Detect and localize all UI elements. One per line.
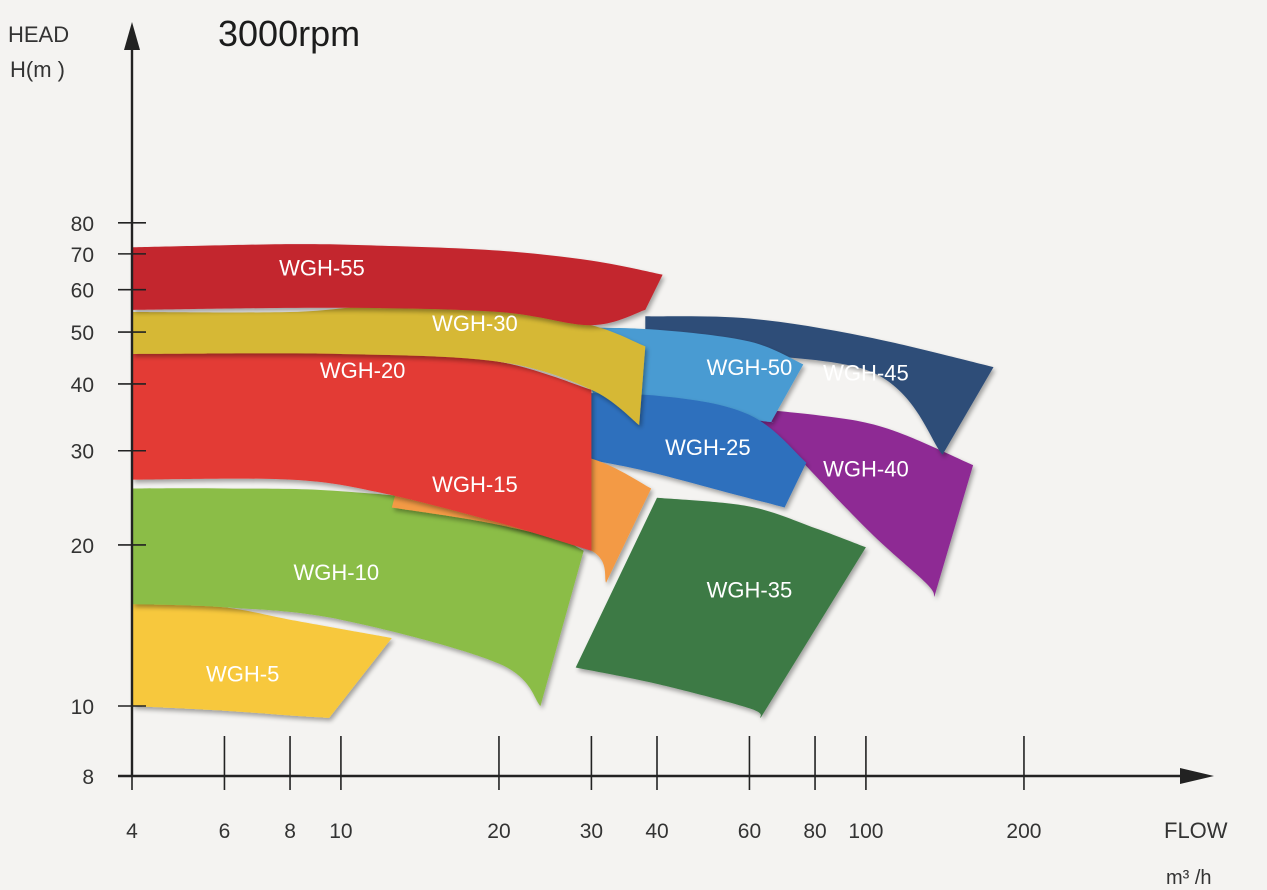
y-tick-label-10: 10 — [71, 696, 94, 719]
y-axis-title: HEAD — [8, 22, 69, 47]
x-tick-label-8: 8 — [284, 820, 296, 843]
performance-regions — [132, 244, 994, 718]
y-tick-label-70: 70 — [71, 244, 94, 267]
x-axis-unit: m³ /h — [1166, 867, 1212, 889]
x-tick-label-10: 10 — [329, 820, 352, 843]
y-axis-unit: H(m ) — [10, 57, 65, 82]
region-wgh-40 — [707, 405, 974, 597]
region-wgh-55 — [132, 244, 663, 326]
region-label-wgh-45: WGH-45 — [823, 361, 909, 386]
region-label-wgh-10: WGH-10 — [294, 560, 380, 585]
y-axis-ticks: 8 10 20 30 40 50 60 70 80 — [71, 213, 146, 789]
x-tick-label-60: 60 — [738, 820, 761, 843]
y-tick-label-80: 80 — [71, 213, 94, 236]
x-tick-label-20: 20 — [487, 820, 510, 843]
x-tick-label-80: 80 — [803, 820, 826, 843]
x-tick-label-200: 200 — [1006, 820, 1041, 843]
region-label-wgh-50: WGH-50 — [707, 355, 793, 380]
y-tick-label-40: 40 — [71, 374, 94, 397]
region-wgh-35 — [575, 497, 866, 718]
region-label-wgh-40: WGH-40 — [823, 456, 909, 481]
x-axis-title: FLOW — [1164, 818, 1228, 843]
region-label-wgh-25: WGH-25 — [665, 435, 751, 460]
x-axis-ticks: 4 6 8 10 20 30 40 60 80 100 200 — [126, 736, 1041, 843]
x-tick-label-30: 30 — [580, 820, 603, 843]
x-tick-label-40: 40 — [645, 820, 668, 843]
x-tick-label-4: 4 — [126, 820, 138, 843]
region-label-wgh-30: WGH-30 — [432, 311, 518, 336]
region-wgh-30 — [132, 305, 646, 426]
y-tick-label-50: 50 — [71, 322, 94, 345]
y-tick-label-60: 60 — [71, 280, 94, 303]
x-axis-arrow-icon — [1180, 768, 1214, 784]
region-wgh-20 — [132, 347, 592, 551]
region-label-wgh-15: WGH-15 — [432, 472, 518, 497]
y-tick-label-30: 30 — [71, 441, 94, 464]
chart-title: 3000rpm — [218, 13, 360, 54]
x-tick-label-100: 100 — [848, 820, 883, 843]
region-labels: WGH-35 WGH-5 WGH-10 WGH-40 WGH-45 WGH-50 WGH-2… — [206, 256, 909, 687]
y-tick-label-20: 20 — [71, 535, 94, 558]
region-label-wgh-35: WGH-35 — [707, 578, 793, 603]
region-label-wgh-55: WGH-55 — [279, 256, 365, 281]
region-wgh-10 — [132, 488, 584, 706]
y-tick-label-8: 8 — [82, 766, 94, 789]
y-axis-arrow-icon — [124, 22, 140, 50]
region-label-wgh-20: WGH-20 — [320, 358, 406, 383]
region-wgh-5 — [132, 599, 392, 718]
x-tick-label-6: 6 — [219, 820, 231, 843]
region-label-wgh-5: WGH-5 — [206, 662, 279, 687]
